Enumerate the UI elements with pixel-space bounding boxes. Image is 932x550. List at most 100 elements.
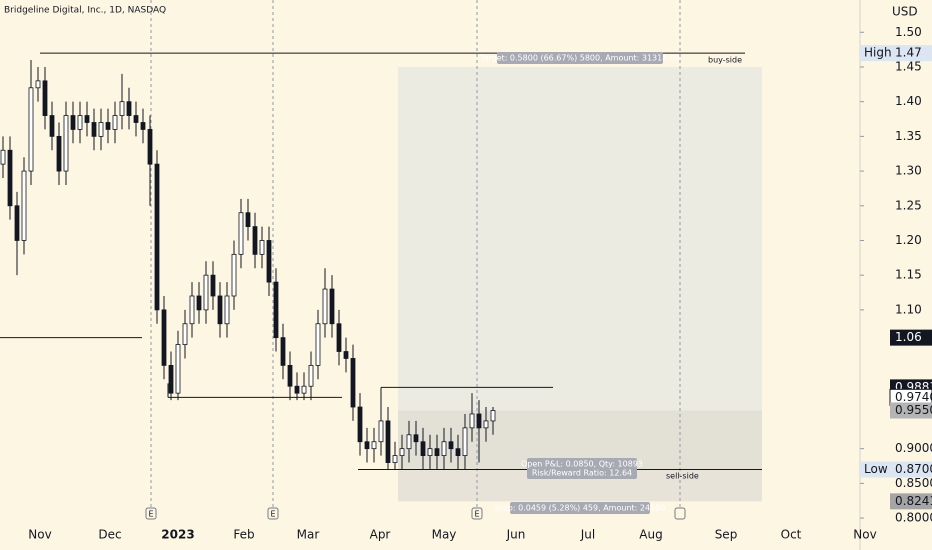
x-tick-label: May: [432, 528, 457, 542]
candle-body: [308, 364, 314, 387]
x-tick-label: Sep: [715, 528, 738, 542]
candle-body: [441, 441, 447, 457]
candle-body: [49, 115, 55, 137]
candle-body: [14, 205, 20, 241]
candle-body: [329, 288, 335, 325]
candle-body: [147, 129, 153, 165]
target-label-box: [497, 52, 663, 64]
currency: USD: [892, 5, 918, 19]
y-tick-label: 1.40: [895, 94, 922, 108]
y-tick-label: 1.20: [895, 233, 922, 247]
candle-body: [63, 115, 69, 172]
candle-body: [448, 441, 454, 450]
candle-body: [175, 344, 181, 394]
candle-body: [378, 420, 384, 443]
candle-body: [140, 122, 146, 130]
x-tick-label: Feb: [233, 528, 254, 542]
candle-body: [427, 448, 433, 457]
candle-body: [350, 358, 356, 408]
x-tick-label: Nov: [853, 528, 876, 542]
candle-body: [406, 434, 412, 450]
candle-body: [294, 385, 300, 394]
pnl-label-box: [527, 458, 637, 479]
pnl-label: Open P&L: 0.0850, Qty: 10893: [521, 460, 643, 469]
candle-body: [336, 323, 342, 352]
candle-body: [413, 434, 419, 443]
y-tick-label: 1.30: [895, 164, 922, 178]
x-tick-label: Mar: [297, 528, 320, 542]
candle-body: [77, 115, 83, 130]
y-tick-label: 1.25: [895, 198, 922, 212]
price-badge: [890, 402, 932, 419]
x-tick-label: Aug: [639, 528, 662, 542]
candle-body: [287, 364, 293, 387]
candle-body: [273, 281, 279, 339]
y-tick-label: 0.9000: [895, 441, 932, 455]
x-tick-label: Jun: [506, 528, 526, 542]
candle-body: [210, 274, 216, 297]
candle-body: [161, 309, 167, 366]
candle-body: [133, 115, 139, 123]
candle-body: [462, 427, 468, 457]
candle-body: [469, 413, 475, 429]
x-tick-label: Nov: [28, 528, 51, 542]
candle-body: [203, 274, 209, 311]
candle-body: [70, 115, 76, 130]
candle-body: [105, 122, 111, 130]
candle-body: [385, 420, 391, 463]
candle-body: [154, 163, 160, 311]
candle-body: [322, 288, 328, 325]
candle-body: [56, 135, 62, 172]
target-label: Target: 0.5800 (66.67%) 5800, Amount: 31…: [479, 54, 680, 63]
candle-body: [98, 122, 104, 137]
price-badge: [890, 461, 932, 478]
candle-body: [392, 455, 398, 463]
candle-body: [245, 212, 251, 227]
candle-body: [476, 413, 482, 429]
candle-body: [266, 240, 272, 283]
candle-body: [28, 87, 34, 172]
candle-body: [91, 122, 97, 137]
earnings-label: E: [148, 510, 153, 519]
candle-body: [217, 295, 223, 325]
candle-body: [126, 101, 132, 116]
candle-body: [168, 364, 174, 394]
price-badge-label: 1.06: [895, 330, 922, 344]
stop-label-box: [510, 502, 650, 514]
stop-label: Stop: 0.0459 (5.28%) 459, Amount: 24500: [495, 504, 666, 513]
candle-body: [42, 80, 48, 116]
x-tick-label: Apr: [370, 528, 391, 542]
x-tick-label: Dec: [98, 528, 121, 542]
price-badge-label: 0.8241: [895, 494, 932, 508]
price-name-badge: [860, 461, 890, 478]
chart-title: Bridgeline Digital, Inc., 1D, NASDAQ: [4, 6, 166, 16]
candle-body: [112, 115, 118, 130]
candle-body: [280, 337, 286, 366]
candle-body: [343, 351, 349, 359]
candle-body: [315, 323, 321, 366]
y-tick-label: 1.15: [895, 268, 922, 282]
x-tick-label: 2023: [161, 528, 194, 542]
y-tick-label: 1.50: [895, 25, 922, 39]
candle-body: [483, 420, 489, 429]
candle-body: [231, 253, 237, 297]
price-badge: [890, 329, 932, 346]
candle-body: [490, 410, 496, 422]
x-tick-label: Oct: [781, 528, 802, 542]
candle-body: [224, 295, 230, 325]
target-zone: [398, 66, 762, 470]
candle-body: [182, 323, 188, 345]
candle-body: [259, 240, 265, 255]
candle-body: [252, 226, 258, 255]
earnings-icon: [471, 507, 483, 520]
candle-body: [357, 406, 363, 443]
sell-side: sell-side: [666, 472, 699, 481]
candle-body: [455, 448, 461, 457]
price-badge: [890, 45, 932, 62]
pnl-label: Risk/Reward Ratio: 12.64: [532, 469, 632, 478]
price-badge-label: 1.47: [895, 46, 922, 60]
price-badge: [890, 493, 932, 510]
